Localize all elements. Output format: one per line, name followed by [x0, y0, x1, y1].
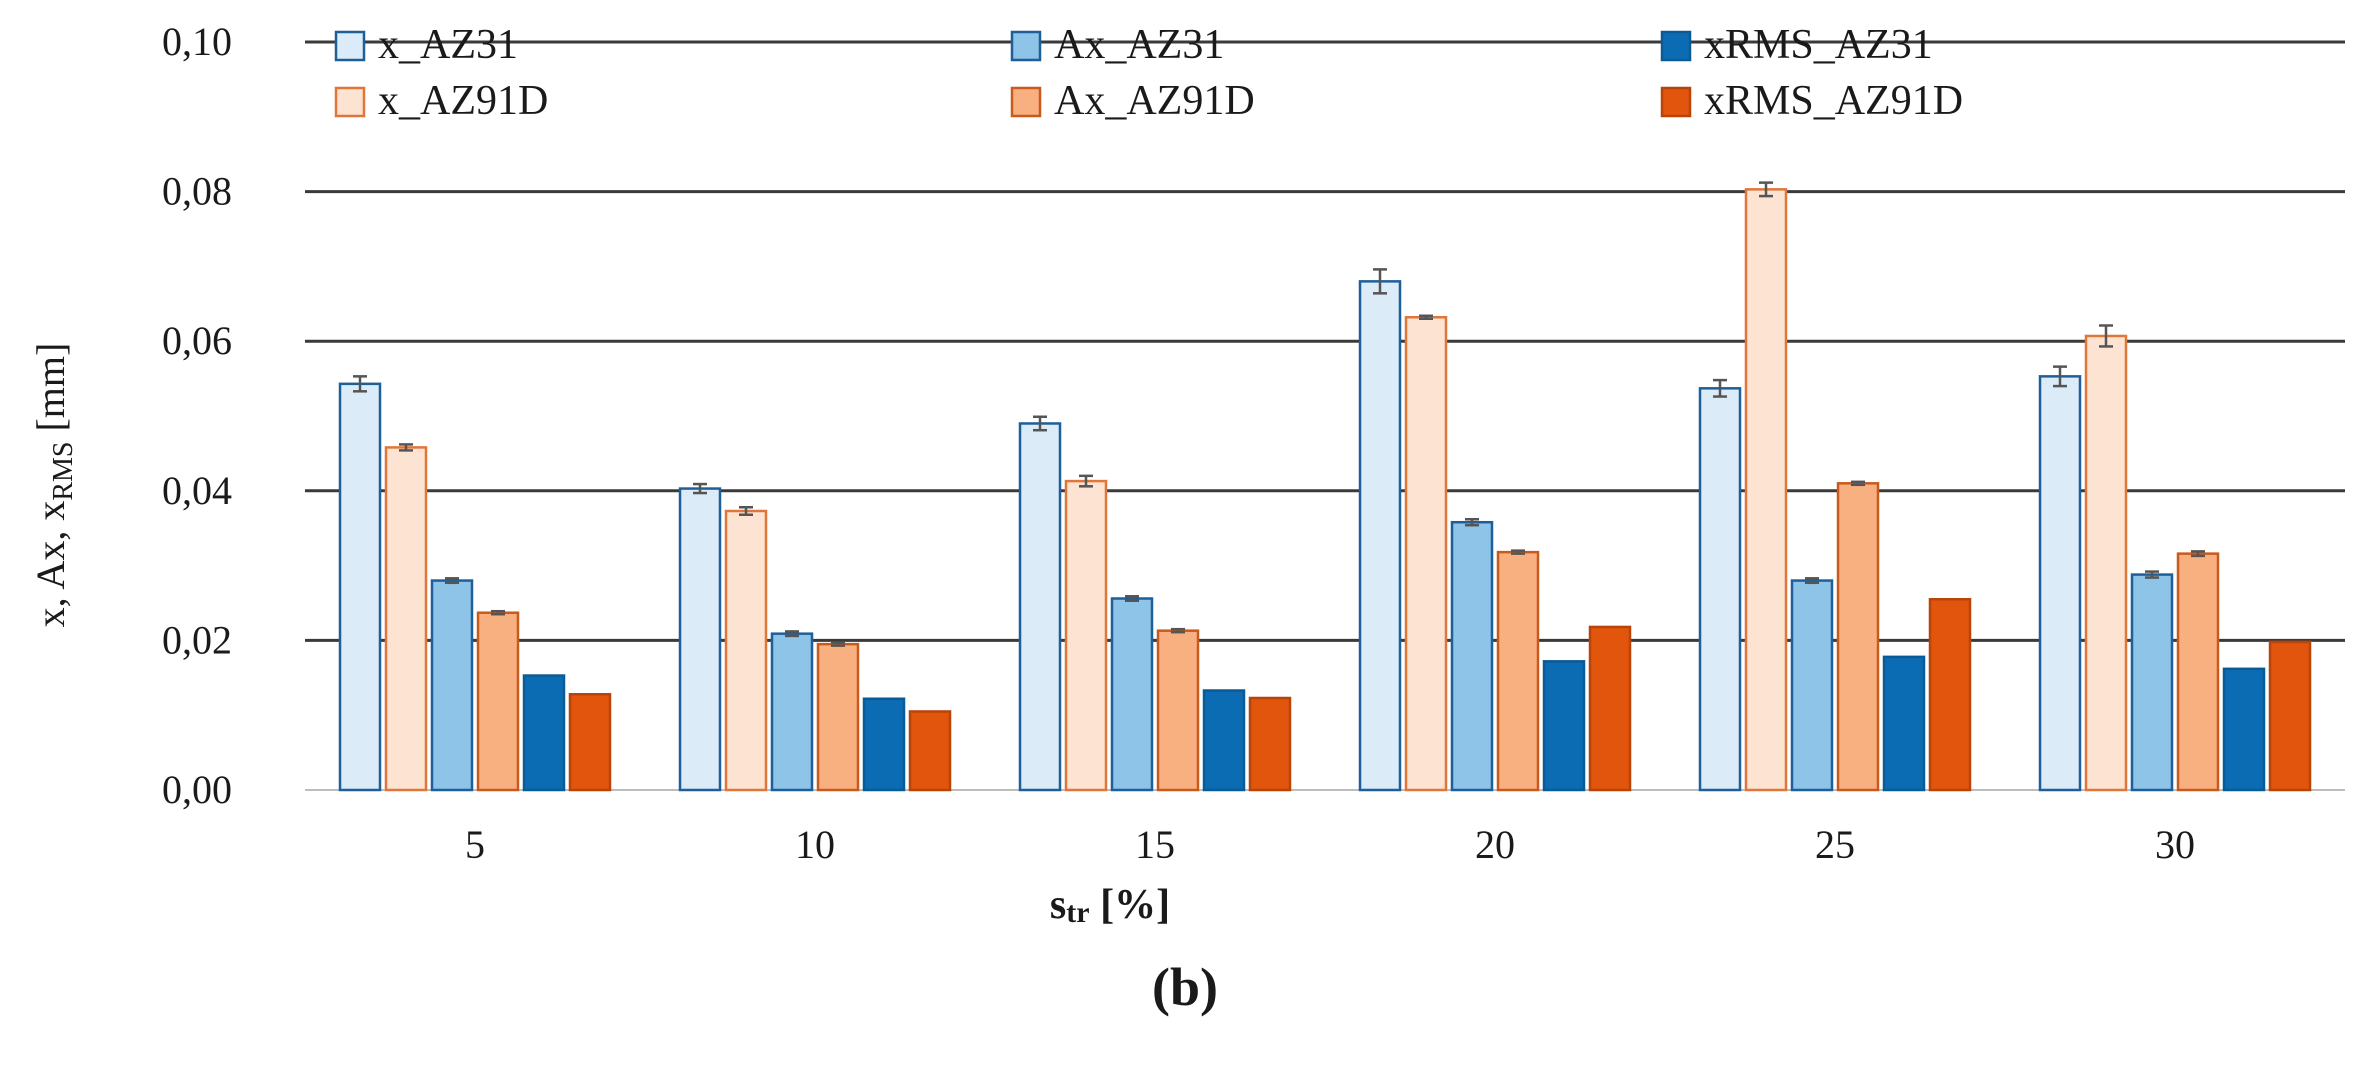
x-tick-label: 15 [1135, 822, 1175, 867]
bar-Ax_AZ91D-10 [816, 642, 860, 792]
bar-xRMS_AZ91D-5 [568, 693, 612, 792]
legend-swatch [1660, 30, 1692, 62]
legend-label: x_AZ31 [378, 22, 518, 68]
error-bar [1171, 627, 1185, 634]
error-bar [491, 609, 505, 616]
legend-swatch [1010, 30, 1042, 62]
error-bar [1079, 474, 1093, 488]
x-axis-label: str [%] [1050, 882, 1170, 929]
bar-xRMS_AZ31-15 [1202, 689, 1246, 792]
error-bar [1805, 577, 1819, 585]
x-tick-label: 20 [1475, 822, 1515, 867]
bar-x_AZ31-30 [2038, 375, 2082, 792]
bar-Ax_AZ31-15 [1110, 597, 1154, 792]
bar-Ax_AZ31-10 [770, 632, 814, 792]
bar-x_AZ91D-15 [1064, 479, 1108, 792]
x-tick-label: 30 [2155, 822, 2195, 867]
error-bar [1419, 314, 1433, 321]
bar-x_AZ31-15 [1018, 422, 1062, 792]
bar-x_AZ91D-5 [384, 446, 428, 792]
bar-Ax_AZ31-5 [430, 579, 474, 792]
bar-xRMS_AZ91D-20 [1588, 625, 1632, 792]
legend-item-Ax_AZ91D: Ax_AZ91D [1010, 78, 1255, 124]
legend-item-Ax_AZ31: Ax_AZ31 [1010, 22, 1224, 68]
bar-Ax_AZ91D-30 [2176, 552, 2220, 792]
bar-x_AZ91D-10 [724, 509, 768, 792]
legend-label: Ax_AZ91D [1054, 78, 1255, 124]
bar-x_AZ31-25 [1698, 387, 1742, 792]
error-bar [2145, 570, 2159, 579]
legend-label: xRMS_AZ91D [1704, 78, 1963, 124]
error-bar [445, 577, 459, 585]
x-tick-labels: 5 10 15 20 25 30 [465, 822, 2195, 867]
y-tick-label: 0,06 [162, 318, 232, 363]
bar-xRMS_AZ31-25 [1882, 655, 1926, 792]
bar-Ax_AZ31-30 [2130, 573, 2174, 792]
bar-xRMS_AZ91D-15 [1248, 696, 1292, 792]
x-tick-label: 25 [1815, 822, 1855, 867]
x-tick-label: 10 [795, 822, 835, 867]
bar-Ax_AZ31-25 [1790, 579, 1834, 792]
error-bar [739, 506, 753, 516]
bar-xRMS_AZ91D-10 [908, 710, 952, 792]
error-bar [1713, 378, 1727, 398]
error-bar [1373, 268, 1387, 295]
legend-item-xRMS_AZ91D: xRMS_AZ91D [1660, 78, 1963, 124]
bar-xRMS_AZ91D-30 [2268, 640, 2312, 792]
y-tick-label: 0,08 [162, 169, 232, 214]
error-bar [1125, 595, 1139, 603]
bar-xRMS_AZ31-30 [2222, 667, 2266, 792]
legend: x_AZ31 Ax_AZ31 xRMS_AZ31 x_AZ91D Ax_AZ91D xRM… [334, 22, 1963, 124]
error-bar [1759, 181, 1773, 198]
legend-label: x_AZ91D [378, 78, 548, 124]
bar-Ax_AZ91D-5 [476, 611, 520, 792]
y-tick-label: 0,04 [162, 468, 232, 513]
y-tick-label: 0,00 [162, 767, 232, 812]
error-bar [1465, 517, 1479, 527]
error-bar [785, 630, 799, 638]
y-axis-label: x, Ax, xRMS [mm] [28, 343, 79, 628]
y-tick-label: 0,02 [162, 617, 232, 662]
bar-xRMS_AZ91D-25 [1928, 598, 1972, 792]
panel-label: (b) [1152, 957, 1218, 1017]
bar-Ax_AZ91D-25 [1836, 482, 1880, 792]
error-bar [693, 482, 707, 495]
error-bar [831, 641, 845, 647]
legend-item-xRMS_AZ31: xRMS_AZ31 [1660, 22, 1933, 68]
error-bar [1511, 549, 1525, 555]
error-bar [353, 375, 367, 393]
legend-swatch [334, 86, 366, 118]
bar-Ax_AZ91D-15 [1156, 629, 1200, 792]
legend-label: Ax_AZ31 [1054, 22, 1224, 68]
bar-x_AZ91D-20 [1404, 316, 1448, 792]
bar-xRMS_AZ31-5 [522, 674, 566, 792]
error-bar [399, 443, 413, 452]
bar-x_AZ31-20 [1358, 280, 1402, 792]
legend-swatch [334, 30, 366, 62]
bar-xRMS_AZ31-20 [1542, 660, 1586, 792]
error-bar [1033, 415, 1047, 432]
legend-item-x_AZ31: x_AZ31 [334, 22, 518, 68]
error-bar [2191, 550, 2205, 558]
y-tick-labels: 0,00 0,02 0,04 0,06 0,08 0,10 [162, 19, 232, 812]
bars [338, 181, 2312, 792]
bar-Ax_AZ91D-20 [1496, 550, 1540, 792]
error-bar [2053, 365, 2067, 388]
bar-x_AZ91D-25 [1744, 188, 1788, 792]
legend-item-x_AZ91D: x_AZ91D [334, 78, 548, 124]
gridlines [305, 40, 2345, 642]
error-bar [2099, 324, 2113, 348]
legend-swatch [1660, 86, 1692, 118]
error-bar [1851, 480, 1865, 487]
bar-x_AZ91D-30 [2084, 334, 2128, 792]
legend-swatch [1010, 86, 1042, 118]
bar-x_AZ31-10 [678, 487, 722, 792]
bar-x_AZ31-5 [338, 382, 382, 792]
bar-Ax_AZ31-20 [1450, 520, 1494, 792]
y-tick-label: 0,10 [162, 19, 232, 64]
bar-xRMS_AZ31-10 [862, 697, 906, 792]
legend-label: xRMS_AZ31 [1704, 22, 1933, 68]
x-tick-label: 5 [465, 822, 485, 867]
